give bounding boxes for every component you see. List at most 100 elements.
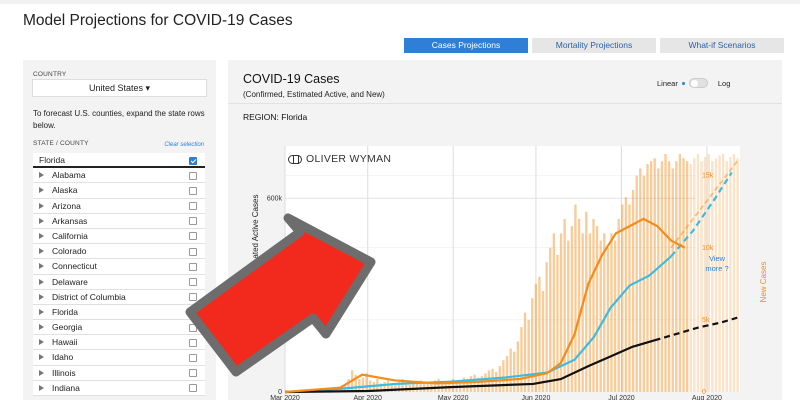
tab-what-if-scenarios[interactable]: What-if Scenarios	[660, 38, 784, 53]
state-checkbox[interactable]	[189, 338, 197, 347]
state-row-hawaii[interactable]: Hawaii	[33, 335, 205, 351]
expand-triangle-icon[interactable]	[39, 187, 44, 194]
state-row-arkansas[interactable]: Arkansas	[33, 214, 205, 229]
state-checkbox[interactable]	[189, 308, 197, 317]
state-row-delaware[interactable]: Delaware	[33, 275, 205, 290]
state-checkbox[interactable]	[189, 369, 197, 378]
tab-mortality-projections[interactable]: Mortality Projections	[532, 38, 656, 53]
new-cases-bar	[592, 218, 595, 392]
expand-triangle-icon[interactable]	[39, 293, 44, 300]
expand-triangle-icon[interactable]	[39, 324, 44, 331]
state-checkbox[interactable]	[189, 353, 197, 362]
new-cases-bar	[631, 190, 635, 392]
new-cases-bar	[347, 379, 350, 392]
country-select[interactable]: United States ▾	[32, 79, 207, 97]
new-cases-bar	[354, 374, 357, 392]
view-more-link[interactable]: View more ?	[705, 254, 729, 273]
sidebar: COUNTRY United States ▾ To forecast U.S.…	[23, 60, 216, 400]
new-cases-bar	[390, 383, 393, 392]
new-cases-bar	[570, 226, 574, 392]
state-list: Florida Alabama Alaska Arizona Arkansas Cali…	[33, 153, 205, 396]
expand-triangle-icon[interactable]	[39, 308, 44, 315]
scale-toggle-group: Linear Log	[657, 78, 730, 88]
state-checkbox[interactable]	[189, 202, 197, 211]
expand-triangle-icon[interactable]	[39, 248, 44, 255]
expand-triangle-icon[interactable]	[39, 278, 44, 285]
state-row-connecticut[interactable]: Connecticut	[33, 259, 205, 275]
state-row-alaska[interactable]: Alaska	[33, 183, 205, 199]
new-cases-bar	[552, 233, 556, 392]
state-checkbox[interactable]	[189, 262, 197, 271]
state-row-illinois[interactable]: Illinois	[33, 366, 205, 381]
state-checkbox[interactable]	[189, 247, 197, 256]
new-cases-bar	[412, 383, 415, 392]
new-cases-bar	[642, 175, 646, 392]
state-name: District of Columbia	[52, 291, 126, 302]
expand-triangle-icon[interactable]	[39, 202, 44, 209]
new-cases-bar	[383, 381, 386, 392]
expand-triangle-icon[interactable]	[39, 354, 44, 361]
state-row-idaho[interactable]: Idaho	[33, 350, 205, 366]
selected-state-row[interactable]: Florida	[33, 153, 205, 169]
new-cases-bar	[365, 373, 368, 392]
selected-state-checkbox[interactable]	[189, 156, 197, 165]
new-cases-bar	[502, 360, 505, 392]
new-cases-bar	[386, 380, 390, 392]
scale-toggle[interactable]	[688, 78, 708, 88]
x-tick-label: Aug 2020	[692, 395, 722, 400]
new-cases-bar	[556, 254, 559, 392]
new-cases-bar	[667, 161, 671, 392]
expand-triangle-icon[interactable]	[39, 263, 44, 270]
new-cases-bar	[473, 374, 476, 392]
expand-triangle-icon[interactable]	[39, 369, 44, 376]
expand-triangle-icon[interactable]	[39, 217, 44, 224]
state-row-california[interactable]: California	[33, 229, 205, 245]
x-tick-label: Jun 2020	[522, 395, 551, 400]
state-checkbox[interactable]	[189, 186, 197, 195]
page-title: Model Projections for COVID-19 Cases	[23, 12, 293, 29]
state-checkbox[interactable]	[189, 323, 197, 332]
expand-triangle-icon[interactable]	[39, 172, 44, 179]
clear-selection-link[interactable]: Clear selection	[164, 142, 204, 148]
scale-linear-label: Linear	[657, 78, 678, 88]
new-cases-bar	[657, 168, 660, 392]
state-row-alabama[interactable]: Alabama	[33, 168, 205, 184]
expand-triangle-icon[interactable]	[39, 384, 44, 391]
series-line-new-cases-day-avg-	[284, 217, 686, 394]
new-cases-bar	[635, 175, 638, 392]
state-row-district-of-columbia[interactable]: District of Columbia	[33, 290, 205, 305]
new-cases-bar	[613, 240, 617, 392]
y2-axis-label: New Cases	[759, 262, 768, 303]
state-checkbox[interactable]	[189, 171, 197, 180]
state-name: Florida	[52, 306, 78, 317]
new-cases-bar	[603, 233, 606, 392]
state-row-florida[interactable]: Florida	[33, 305, 205, 321]
x-tick-label: Jul 2020	[608, 395, 635, 400]
state-checkbox[interactable]	[189, 293, 197, 302]
new-cases-bar	[685, 161, 689, 392]
state-row-colorado[interactable]: Colorado	[33, 244, 205, 260]
oliver-wyman-logo-icon	[288, 154, 302, 164]
state-county-label: STATE / COUNTY	[33, 140, 89, 147]
y2-tick-label: 10k	[702, 245, 714, 252]
expand-triangle-icon[interactable]	[39, 339, 44, 346]
tab-cases-projections[interactable]: Cases Projections	[404, 38, 528, 53]
new-cases-bar	[541, 291, 545, 392]
new-cases-bar	[595, 226, 599, 392]
new-cases-bar	[610, 233, 613, 392]
state-row-arizona[interactable]: Arizona	[33, 199, 205, 214]
state-row-indiana[interactable]: Indiana	[33, 381, 205, 396]
new-cases-bar	[415, 381, 419, 392]
state-rows: Alabama Alaska Arizona Arkansas California Co…	[33, 168, 205, 396]
x-tick-label: May 2020	[438, 395, 469, 400]
state-checkbox[interactable]	[189, 232, 197, 241]
state-checkbox[interactable]	[189, 384, 197, 393]
expand-triangle-icon[interactable]	[39, 232, 44, 239]
new-cases-bar	[451, 379, 455, 392]
state-checkbox[interactable]	[189, 217, 197, 226]
state-checkbox[interactable]	[189, 278, 197, 286]
y2-tick-label: 15k	[702, 173, 714, 180]
state-row-georgia[interactable]: Georgia	[33, 320, 205, 336]
new-cases-bar	[505, 355, 509, 392]
state-name: Illinois	[52, 367, 76, 378]
